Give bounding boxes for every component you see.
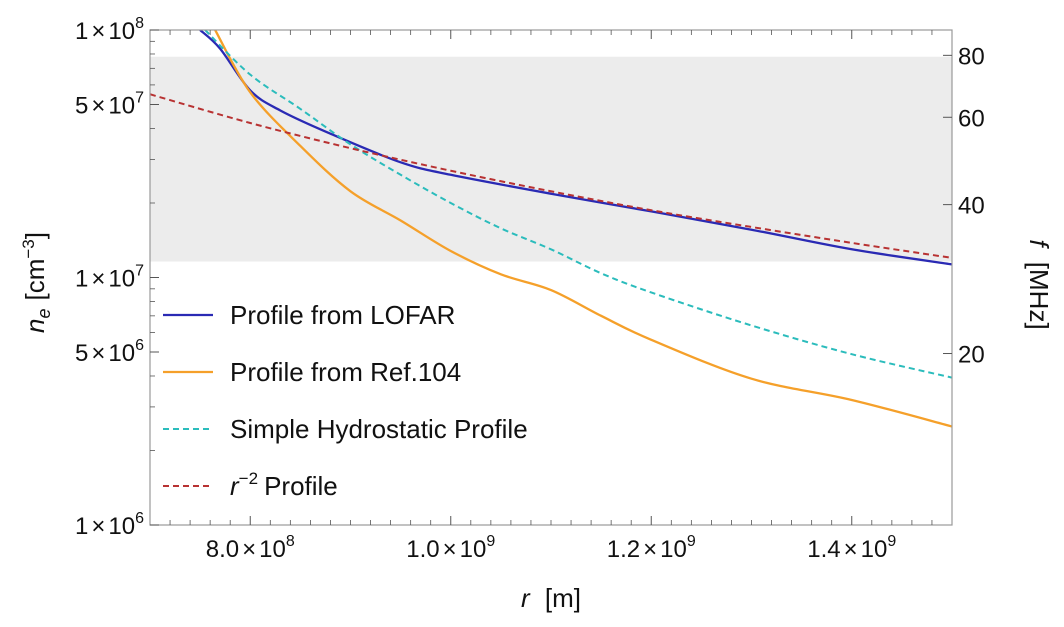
x-axis-title-unit: [m] <box>545 583 581 613</box>
y2-tick-label: 20 <box>958 342 985 369</box>
legend-label: Simple Hydrostatic Profile <box>230 414 528 444</box>
legend-label-var: r <box>230 471 240 501</box>
x-axis-title-var: r <box>521 583 531 613</box>
y-tick-label-times: × <box>91 93 105 120</box>
y-tick-label-base: 10 <box>108 340 135 367</box>
y2-tick-label: 80 <box>958 43 985 70</box>
x-tick-label-base: 10 <box>460 536 487 563</box>
y-axis-title-unit-pre: [cm <box>20 259 50 301</box>
x-tick-label: 1.4 × 109 <box>807 533 896 563</box>
series-line-profile-from-ref-104 <box>214 30 952 428</box>
y-tick-label-mantissa: 1 <box>75 18 88 45</box>
x-tick-label-base: 10 <box>861 536 888 563</box>
y2-tick-label: 60 <box>958 105 985 132</box>
y-tick-label-exponent: 6 <box>135 337 144 354</box>
y-tick-label-exponent: 7 <box>135 263 144 280</box>
band-layer <box>150 56 952 262</box>
x-tick-label: 1.2 × 109 <box>607 533 696 563</box>
legend-label-exp: −2 <box>239 469 258 488</box>
series-line-r-2-profile <box>150 93 952 259</box>
y-tick-label: 1 × 108 <box>75 15 144 45</box>
y-axis-title: ne [cm−3] <box>19 232 54 333</box>
y-tick-label-mantissa: 5 <box>75 340 88 367</box>
x-tick-label-exponent: 8 <box>286 533 295 550</box>
x-tick-label-exponent: 9 <box>486 533 495 550</box>
y-axis-title-unit-post: ] <box>20 232 50 239</box>
x-tick-label-base: 10 <box>259 536 286 563</box>
x-axis-title: r [m] <box>521 583 581 613</box>
y-tick-label-mantissa: 5 <box>75 93 88 120</box>
x-tick-label-times: × <box>242 536 256 563</box>
y-tick-label-base: 10 <box>108 266 135 293</box>
series-line-simple-hydrostatic-profile <box>204 30 952 379</box>
x-tick-label-base: 10 <box>660 536 687 563</box>
x-tick-label-times: × <box>643 536 657 563</box>
legend-label: r−2 Profile <box>230 469 338 501</box>
x-tick-label: 1.0 × 109 <box>406 533 495 563</box>
series-layer <box>150 30 952 428</box>
y-tick-label-times: × <box>91 340 105 367</box>
y-tick-label-base: 10 <box>108 18 135 45</box>
y2-axis-title-unit: [MHz] <box>1024 262 1054 330</box>
y2-axis-title-var: f <box>1024 239 1054 249</box>
y-tick-label-mantissa: 1 <box>75 266 88 293</box>
x-tick-label-exponent: 9 <box>687 533 696 550</box>
x-tick-label-exponent: 9 <box>887 533 896 550</box>
y-tick-label-exponent: 7 <box>135 90 144 107</box>
y-tick-label: 5 × 106 <box>75 337 144 367</box>
legend-label: Profile from Ref.104 <box>230 357 461 387</box>
x-tick-label-times: × <box>844 536 858 563</box>
y-axis-title-sub: e <box>34 309 54 319</box>
y-tick-label-mantissa: 1 <box>75 513 88 540</box>
legend: Profile from LOFAR Profile from Ref.104 Si… <box>163 300 528 501</box>
x-tick-label-times: × <box>443 536 457 563</box>
y-tick-label-base: 10 <box>108 93 135 120</box>
y2-tick-label: 40 <box>958 193 985 220</box>
legend-label: Profile from LOFAR <box>230 300 455 330</box>
x-tick-label-mantissa: 8.0 <box>206 536 239 563</box>
y-tick-label-times: × <box>91 266 105 293</box>
shaded-frequency-band <box>150 56 952 262</box>
x-tick-label-mantissa: 1.2 <box>607 536 640 563</box>
y-tick-label: 5 × 107 <box>75 90 144 120</box>
y-tick-label-exponent: 8 <box>135 15 144 32</box>
x-tick-label: 8.0 × 108 <box>206 533 295 563</box>
y-tick-label: 1 × 107 <box>75 263 144 293</box>
y2-axis-title: f [MHz] <box>1024 239 1054 329</box>
y-tick-label-base: 10 <box>108 513 135 540</box>
x-tick-label-mantissa: 1.4 <box>807 536 840 563</box>
y-tick-label: 1 × 106 <box>75 510 144 540</box>
y-axis-title-unit-exp: −3 <box>19 239 38 258</box>
y-tick-label-times: × <box>91 513 105 540</box>
y-axis-title-var: n <box>20 319 50 333</box>
y-tick-label-times: × <box>91 18 105 45</box>
legend-label-text: Profile <box>264 471 338 501</box>
y-tick-label-exponent: 6 <box>135 510 144 527</box>
x-tick-label-mantissa: 1.0 <box>406 536 439 563</box>
